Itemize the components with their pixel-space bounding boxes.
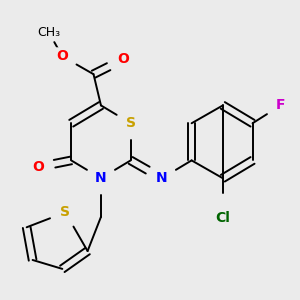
Text: S: S: [60, 206, 70, 219]
Text: N: N: [95, 171, 107, 185]
Text: N: N: [156, 171, 168, 185]
Text: Cl: Cl: [215, 212, 230, 225]
Text: O: O: [56, 50, 68, 63]
Text: S: S: [126, 116, 136, 130]
Text: O: O: [33, 160, 44, 174]
Text: O: O: [117, 52, 129, 66]
Text: F: F: [276, 98, 286, 112]
Text: CH₃: CH₃: [38, 26, 61, 39]
